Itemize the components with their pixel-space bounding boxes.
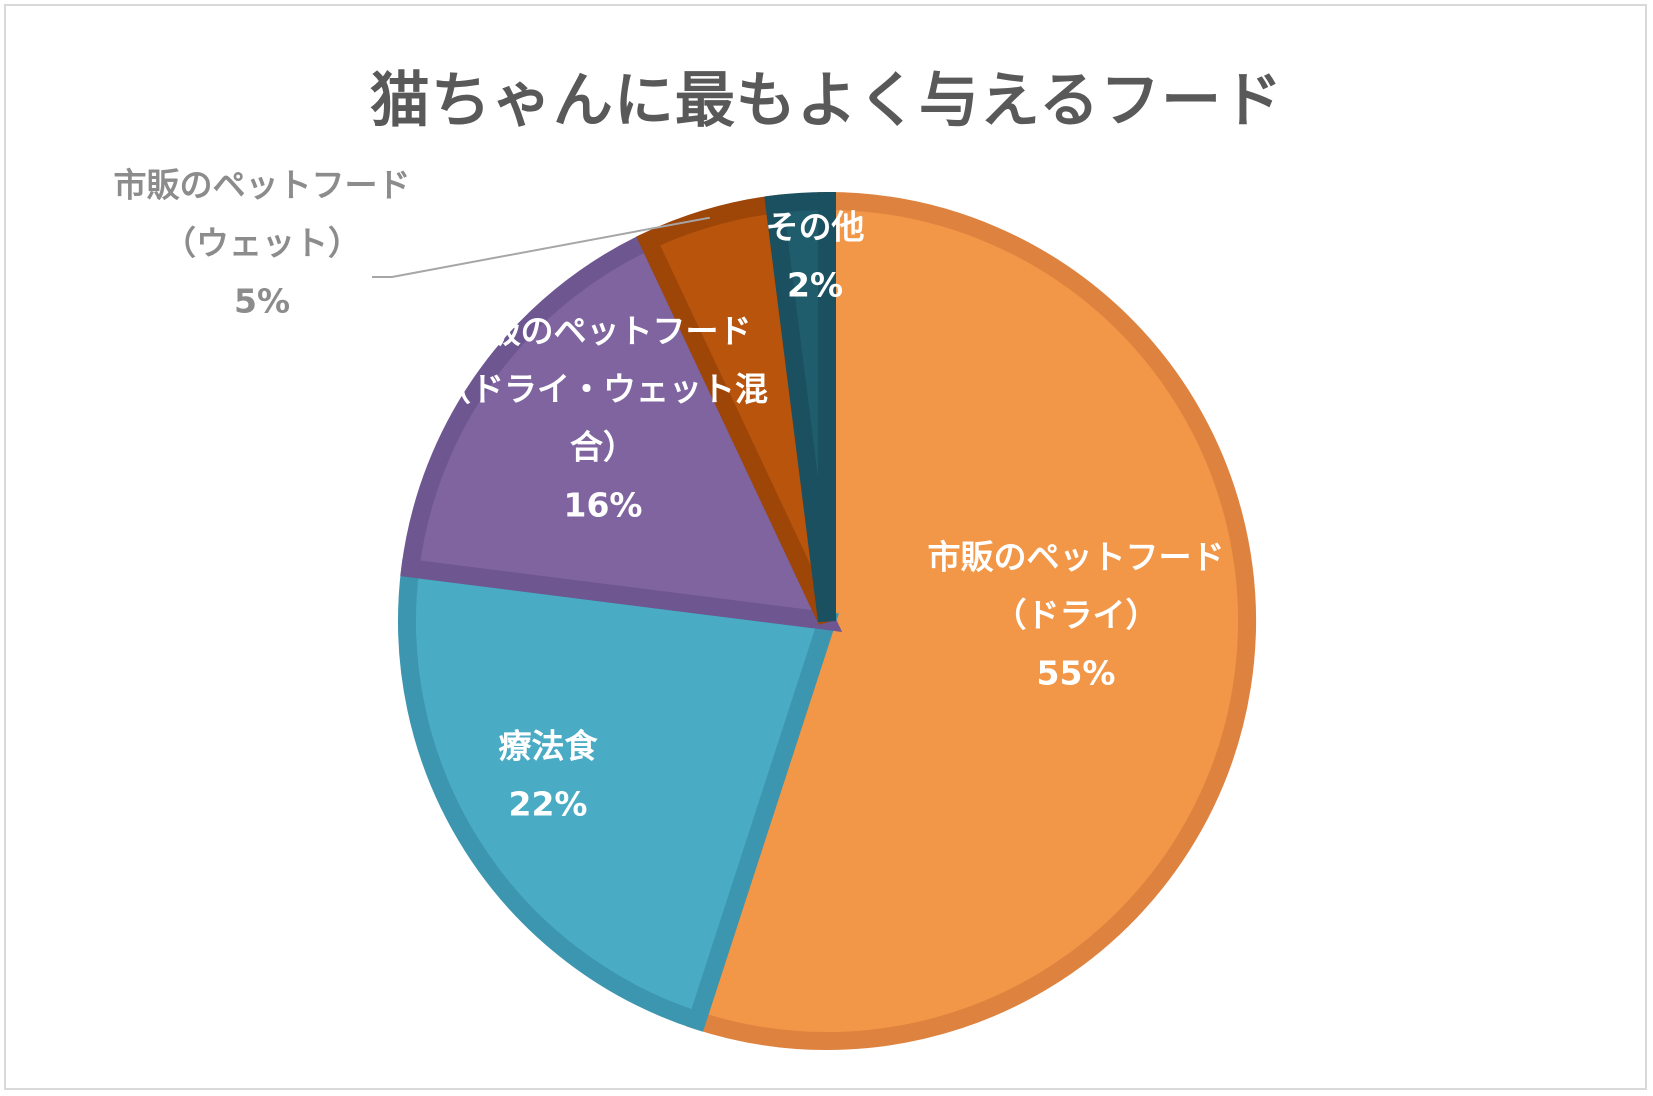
data-label-category: 市販のペットフード xyxy=(114,166,411,205)
data-label-category: 市販のペットフード xyxy=(928,538,1225,577)
data-labels: 市販のペットフード （ドライ） 55% 療法食 22% 市販のペットフード （ドライ・ウェッ… xyxy=(114,166,1225,824)
pie-slice-mixed xyxy=(400,228,843,632)
data-label-category: 療法食 xyxy=(499,727,599,766)
pie-slice-other xyxy=(764,191,836,623)
data-label-category: （ドライ・ウェット混 xyxy=(438,370,768,409)
chart-title: 猫ちゃんに最もよく与えるフード xyxy=(369,66,1284,136)
pie-slice-therapeutic xyxy=(398,558,839,1032)
data-label-value: 55% xyxy=(1037,654,1116,693)
data-label-value: 22% xyxy=(509,785,588,824)
data-label-category: その他 xyxy=(766,208,865,247)
data-label-wet: 市販のペットフード （ウェット） 5% xyxy=(114,166,411,321)
data-label-value: 5% xyxy=(234,282,290,321)
data-label-dry: 市販のペットフード （ドライ） 55% xyxy=(928,538,1225,693)
leader-lines xyxy=(372,216,710,278)
data-label-value: 16% xyxy=(564,486,643,525)
data-label-value: 2% xyxy=(787,266,843,305)
data-label-category: 市販のペットフード xyxy=(455,312,752,351)
data-label-therapeutic: 療法食 22% xyxy=(499,727,599,824)
leader-line-wet xyxy=(372,216,710,278)
data-label-category: 合） xyxy=(570,428,636,467)
data-label-category: （ウェット） xyxy=(163,224,361,263)
data-label-category: （ドライ） xyxy=(994,596,1159,635)
pie-slices xyxy=(398,191,1256,1050)
data-label-other: その他 2% xyxy=(766,208,865,305)
